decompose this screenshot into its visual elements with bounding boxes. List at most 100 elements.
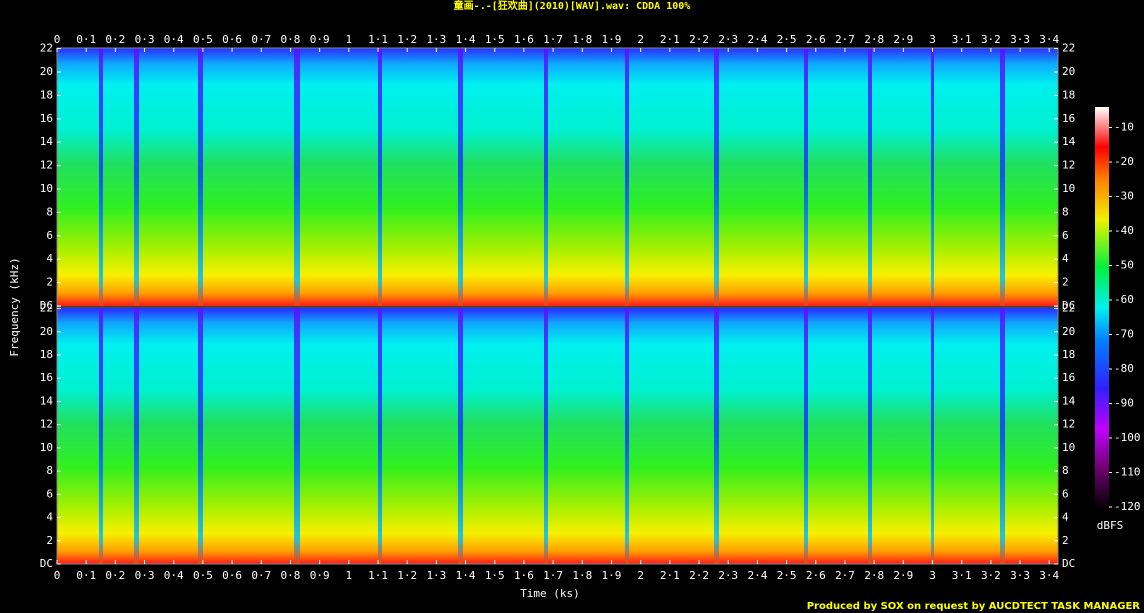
- x-tick-label-top: 0: [54, 33, 61, 46]
- y-tick-label: 14: [40, 135, 54, 148]
- x-axis-label: Time (ks): [520, 587, 580, 600]
- y-tick-label: 22: [40, 42, 53, 55]
- x-tick-label: 3: [929, 569, 936, 582]
- y-tick-label: 20: [40, 65, 53, 78]
- x-tick-label: 3·4: [1039, 569, 1059, 582]
- y-tick-label: 12: [40, 159, 53, 172]
- x-tick-label-top: 1: [346, 33, 353, 46]
- y-tick-label-right: 2: [1062, 534, 1069, 547]
- colorbar-tick-label: -70: [1114, 328, 1134, 341]
- x-tick-label: 3·3: [1010, 569, 1030, 582]
- colorbar-tick-label: -50: [1114, 259, 1134, 272]
- y-tick-label: 10: [40, 182, 53, 195]
- x-tick-label-top: 2·4: [747, 33, 767, 46]
- y-axis-label: Frequency (kHz): [8, 257, 21, 356]
- colorbar-tick-label: -10: [1114, 121, 1134, 134]
- x-tick-label-top: 1·2: [397, 33, 417, 46]
- x-tick-label: 0·2: [105, 569, 125, 582]
- colorbar-tick-label: -40: [1114, 224, 1134, 237]
- y-tick-label-right: 12: [1062, 418, 1075, 431]
- y-tick-label-right: 16: [1062, 112, 1075, 125]
- x-tick-label-top: 0·8: [281, 33, 301, 46]
- y-tick-label-right: 2: [1062, 276, 1069, 289]
- y-tick-label: 16: [40, 371, 53, 384]
- x-tick-label: 1·2: [397, 569, 417, 582]
- x-tick-label-top: 1·5: [485, 33, 505, 46]
- y-tick-label: 14: [40, 394, 54, 407]
- x-tick-label: 0·8: [281, 569, 301, 582]
- x-tick-label: 2·9: [893, 569, 913, 582]
- y-tick-label: 12: [40, 418, 53, 431]
- y-tick-label: 4: [46, 511, 53, 524]
- x-tick-label: 2·6: [806, 569, 826, 582]
- y-tick-label-right: 18: [1062, 88, 1075, 101]
- x-tick-label-top: 0·2: [105, 33, 125, 46]
- y-tick-label-right: 12: [1062, 159, 1075, 172]
- x-tick-label: 3·2: [981, 569, 1001, 582]
- x-tick-label: 0·9: [310, 569, 330, 582]
- y-tick-label: 18: [40, 88, 53, 101]
- y-tick-label: 22: [40, 302, 53, 315]
- y-tick-label: 8: [46, 205, 53, 218]
- y-tick-label-right: 4: [1062, 511, 1069, 524]
- x-tick-label: 2·3: [718, 569, 738, 582]
- x-tick-label-top: 0·9: [310, 33, 330, 46]
- x-tick-label: 2·7: [835, 569, 855, 582]
- colorbar-tick-label: -120: [1114, 500, 1141, 513]
- y-tick-label-right: 10: [1062, 441, 1075, 454]
- x-tick-label-top: 2: [637, 33, 644, 46]
- x-tick-label-top: 1·9: [602, 33, 622, 46]
- x-tick-label: 1·5: [485, 569, 505, 582]
- x-tick-label: 2·8: [864, 569, 884, 582]
- colorbar-tick-label: -100: [1114, 431, 1141, 444]
- x-tick-label-top: 3·2: [981, 33, 1001, 46]
- y-tick-label: 2: [46, 276, 53, 289]
- x-tick-label-top: 0·4: [164, 33, 184, 46]
- footer: Produced by SOX on request by AUCDTECT T…: [807, 601, 1141, 612]
- x-tick-label: 1·6: [514, 569, 534, 582]
- x-tick-label: 3·1: [952, 569, 972, 582]
- y-tick-label-right: DC: [1062, 299, 1075, 312]
- x-tick-label-top: 2·6: [806, 33, 826, 46]
- y-tick-label-right: 6: [1062, 487, 1069, 500]
- y-tick-label: DC: [40, 299, 53, 312]
- x-tick-label-top: 2·7: [835, 33, 855, 46]
- x-tick-label: 2·2: [689, 569, 709, 582]
- x-tick-label-top: 1·8: [572, 33, 592, 46]
- x-tick-label: 0·1: [76, 569, 96, 582]
- x-tick-label: 0·7: [251, 569, 271, 582]
- x-tick-label: 2·5: [777, 569, 797, 582]
- x-tick-label: 1·7: [543, 569, 563, 582]
- colorbar-tick-label: -90: [1114, 397, 1134, 410]
- y-tick-label: 8: [46, 464, 53, 477]
- x-tick-label: 1·9: [602, 569, 622, 582]
- colorbar-tick-label: -20: [1114, 155, 1134, 168]
- y-tick-label: 4: [46, 252, 53, 265]
- x-tick-label-top: 3·1: [952, 33, 972, 46]
- y-tick-label-right: 16: [1062, 371, 1075, 384]
- x-tick-label-top: 1·1: [368, 33, 388, 46]
- colorbar: [1095, 107, 1109, 509]
- x-tick-label: 1·4: [456, 569, 476, 582]
- x-tick-label-top: 3·3: [1010, 33, 1030, 46]
- x-tick-label-top: 2·9: [893, 33, 913, 46]
- x-tick-label-top: 1·3: [426, 33, 446, 46]
- channel-2: [57, 308, 1058, 564]
- x-tick-label-top: 0·5: [193, 33, 213, 46]
- channel-1: [57, 48, 1058, 306]
- y-tick-label-right: 22: [1062, 42, 1075, 55]
- x-tick-label-top: 3: [929, 33, 936, 46]
- x-tick-label-top: 1·7: [543, 33, 563, 46]
- x-tick-label: 0: [54, 569, 61, 582]
- colorbar-tick-label: -60: [1114, 293, 1134, 306]
- x-tick-label: 0·4: [164, 569, 184, 582]
- y-tick-label: 16: [40, 112, 53, 125]
- x-tick-label-top: 0·3: [135, 33, 155, 46]
- x-tick-label: 1: [346, 569, 353, 582]
- x-tick-label-top: 2·3: [718, 33, 738, 46]
- spectrogram-panels: [56, 47, 1059, 565]
- y-tick-label-right: 10: [1062, 182, 1075, 195]
- x-tick-label: 0·3: [135, 569, 155, 582]
- x-tick-label-top: 2·2: [689, 33, 709, 46]
